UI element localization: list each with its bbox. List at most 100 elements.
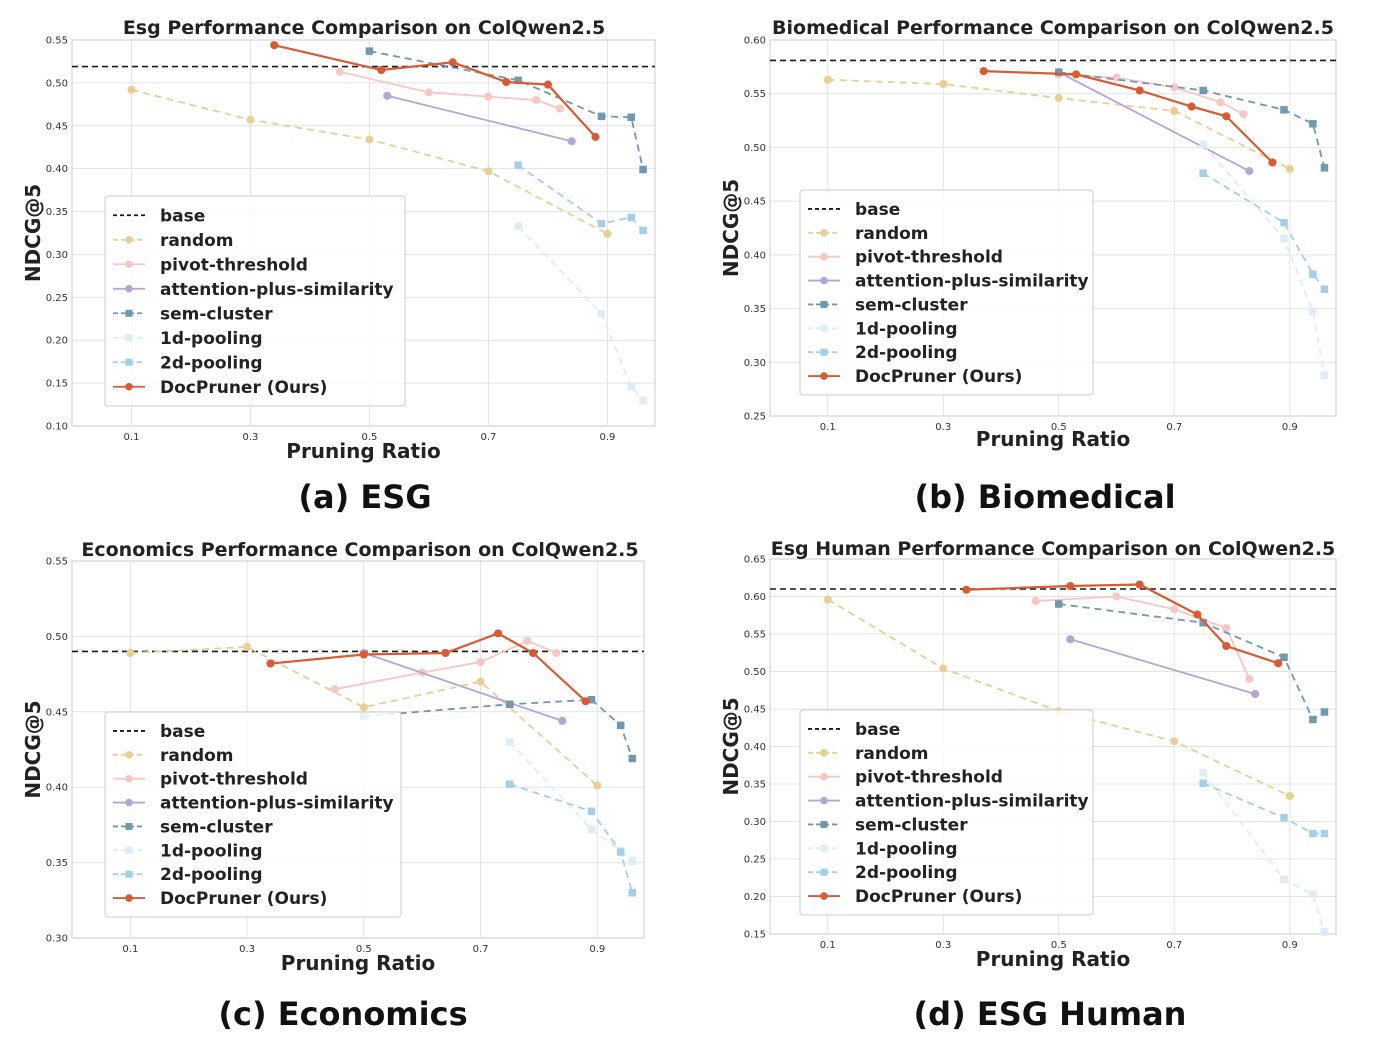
data-point-random [127, 85, 136, 94]
x-tick-label: 0.9 [1282, 422, 1298, 433]
legend-marker [820, 844, 828, 852]
data-point-attention-plus-similarity [1251, 689, 1260, 699]
data-point-sem-cluster [1055, 68, 1063, 76]
legend-marker [820, 252, 828, 261]
legend-label: base [160, 722, 205, 742]
data-point-docpruner-ours [979, 67, 988, 76]
y-tick-label: 0.25 [744, 412, 766, 423]
data-point-1d-pooling [639, 396, 647, 405]
legend-label: base [855, 200, 900, 220]
x-tick-label: 0.5 [356, 944, 372, 955]
data-point-sem-cluster [628, 754, 637, 763]
y-tick-label: 0.35 [46, 207, 68, 218]
legend-label: DocPruner (Ours) [855, 367, 1022, 387]
data-point-docpruner-ours [448, 58, 457, 67]
data-point-pivot-threshold [523, 636, 532, 645]
y-axis-label: NDCG@5 [719, 697, 743, 795]
data-point-pivot-threshold [1170, 83, 1179, 92]
y-tick-label: 0.10 [46, 422, 68, 433]
data-point-docpruner-ours [502, 77, 511, 87]
y-tick-label: 0.45 [744, 197, 766, 208]
series-line-sem-cluster [363, 698, 634, 759]
series-line-docpruner-ours [983, 70, 1274, 164]
chart-panel-3: 0.1 0.3 0.5 0.7 0.9 0.30 0.35 0.40 0.45 0.50 0.55 E… [21, 539, 645, 975]
data-point-2d-pooling [1199, 779, 1207, 787]
legend-marker [820, 324, 828, 332]
y-tick-label: 0.50 [744, 143, 766, 154]
data-point-pivot-threshold [476, 657, 485, 667]
data-point-2d-pooling [639, 226, 647, 235]
data-point-1d-pooling [1280, 234, 1288, 243]
legend-label: random [855, 224, 929, 244]
data-point-1d-pooling [1309, 890, 1317, 898]
data-point-1d-pooling [1320, 371, 1329, 379]
y-tick-label: 0.20 [744, 892, 766, 903]
data-point-docpruner-ours [270, 41, 279, 50]
legend: base random pivot-threshold attention-plus-… [799, 709, 1094, 916]
data-point-2d-pooling [616, 848, 625, 856]
y-tick-label: 0.65 [744, 555, 766, 566]
x-tick-label: 0.3 [239, 944, 255, 955]
data-point-pivot-threshold [1031, 596, 1040, 606]
data-point-random [823, 75, 832, 84]
data-point-sem-cluster [1309, 120, 1317, 128]
legend-label: base [855, 720, 900, 740]
series-line-2d-pooling [1202, 782, 1325, 835]
legend-marker [820, 300, 828, 308]
data-point-docpruner-ours [1268, 158, 1277, 167]
legend-label: attention-plus-similarity [160, 794, 394, 814]
legend-label: 2d-pooling [160, 865, 263, 885]
y-tick-label: 0.40 [46, 783, 68, 794]
legend-label: 1d-pooling [160, 329, 263, 349]
chart-title: Esg Performance Comparison on ColQwen2.5 [123, 17, 605, 39]
data-point-pivot-threshold [424, 88, 433, 97]
data-point-2d-pooling [587, 807, 596, 816]
data-point-sem-cluster [639, 165, 647, 174]
data-point-docpruner-ours [543, 80, 552, 89]
legend-marker [125, 334, 133, 342]
data-point-pivot-threshold [484, 92, 493, 101]
x-tick-label: 0.1 [122, 944, 138, 955]
y-axis-label: NDCG@5 [719, 179, 743, 277]
legend-marker [125, 846, 133, 854]
x-tick-label: 0.1 [820, 940, 836, 951]
x-tick-label: 0.3 [935, 940, 951, 951]
data-point-attention-plus-similarity [1245, 167, 1254, 176]
series-line-attention-plus-similarity [387, 94, 572, 143]
x-tick-label: 0.1 [124, 432, 140, 443]
legend-label: random [160, 231, 234, 251]
x-axis-label: Pruning Ratio [281, 951, 435, 975]
data-point-sem-cluster [1309, 715, 1317, 724]
x-axis-label: Pruning Ratio [976, 947, 1130, 971]
data-point-random [476, 677, 485, 686]
data-point-2d-pooling [1199, 169, 1207, 177]
legend-label: 1d-pooling [855, 319, 958, 339]
data-point-attention-plus-similarity [567, 137, 576, 146]
legend-label: 2d-pooling [160, 353, 263, 373]
legend-label: random [160, 746, 234, 766]
y-tick-label: 0.15 [46, 379, 68, 390]
plot-frame [71, 39, 656, 427]
data-point-attention-plus-similarity [383, 91, 392, 100]
x-tick-label: 0.1 [820, 422, 836, 433]
data-point-pivot-threshold [1222, 623, 1231, 633]
caption-b: (b) Biomedical [914, 478, 1176, 516]
data-point-sem-cluster [514, 76, 522, 85]
plot-frame [769, 39, 1337, 417]
y-tick-label: 0.25 [46, 293, 68, 304]
series-line-docpruner-ours [270, 632, 587, 703]
data-point-pivot-threshold [1239, 110, 1248, 119]
legend-label: 2d-pooling [855, 343, 958, 363]
legend-label: 1d-pooling [855, 839, 958, 859]
series-line-attention-plus-similarity [1058, 71, 1250, 172]
data-point-random [1054, 93, 1063, 103]
data-point-2d-pooling [1280, 218, 1288, 227]
data-point-2d-pooling [627, 213, 635, 222]
legend-marker [820, 772, 828, 781]
data-point-docpruner-ours [377, 65, 386, 75]
series-line-docpruner-ours [274, 44, 597, 138]
x-tick-label: 0.5 [1051, 422, 1067, 433]
y-tick-label: 0.30 [744, 358, 766, 369]
y-tick-label: 0.35 [46, 858, 68, 869]
